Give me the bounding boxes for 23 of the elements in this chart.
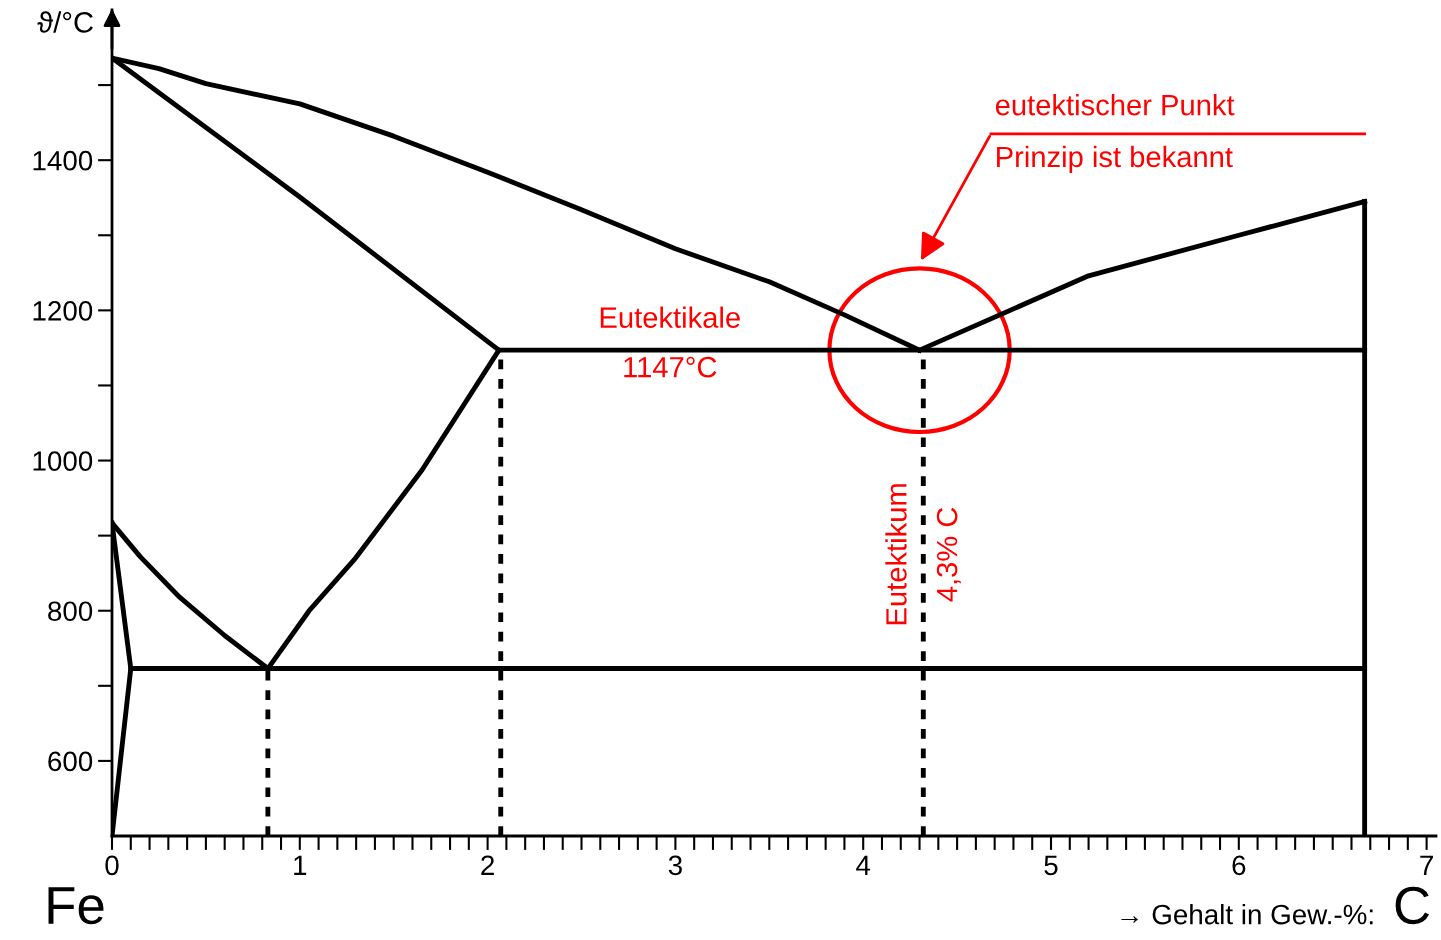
y-tick-label: 600 <box>48 751 93 772</box>
x-tick-label: 7 <box>1420 855 1433 875</box>
x-axis-title: → Gehalt in Gew.-%: <box>1121 904 1373 925</box>
y-axis-title: ϑ/°C <box>37 11 93 33</box>
x-tick-label: 6 <box>1232 855 1246 876</box>
annotation: Eutektikum <box>885 484 907 625</box>
annotation: 1147°C <box>624 356 717 378</box>
y-tick-label: 800 <box>48 601 93 622</box>
y-tick-label: 1000 <box>33 451 93 471</box>
text: C <box>1395 886 1430 925</box>
y-tick-label: 1200 <box>33 301 93 321</box>
annotation: Eutektikale <box>600 306 740 328</box>
x-tick-label: 0 <box>105 855 119 876</box>
annotation: Prinzip ist bekannt <box>997 145 1233 174</box>
x-tick-label: 3 <box>668 855 682 876</box>
x-tick-label: 5 <box>1044 855 1058 876</box>
x-tick-label: 2 <box>481 855 494 875</box>
text: Fe <box>48 887 104 925</box>
y-tick-label: 1400 <box>33 150 93 171</box>
annotation: 4,3% C <box>936 507 961 602</box>
x-tick-label: 1 <box>294 855 307 875</box>
annotation: eutektischer Punkt <box>995 94 1235 116</box>
x-tick-label: 4 <box>856 855 871 875</box>
